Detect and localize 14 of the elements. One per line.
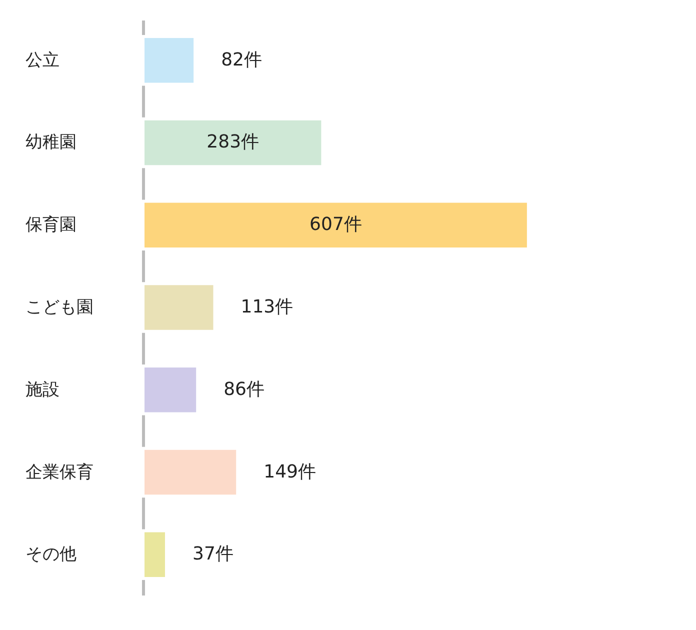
y-tick-label: 幼稚園	[26, 132, 76, 153]
data-label: 37件	[192, 544, 234, 565]
y-tick-label: その他	[26, 544, 76, 565]
data-label: 149件	[264, 461, 316, 482]
y-tick-label: 公立	[26, 50, 60, 70]
data-label: 607件	[310, 214, 362, 236]
data-label: 82件	[221, 49, 262, 70]
y-tick-label: 保育園	[26, 215, 76, 236]
data-label: 86件	[224, 378, 265, 400]
data-label: 113件	[240, 296, 294, 318]
y-tick-label: 企業保育	[26, 462, 94, 482]
y-tick-label: こども園	[26, 298, 94, 318]
y-tick-label: 施設	[26, 380, 60, 400]
data-label: 283件	[206, 132, 260, 153]
